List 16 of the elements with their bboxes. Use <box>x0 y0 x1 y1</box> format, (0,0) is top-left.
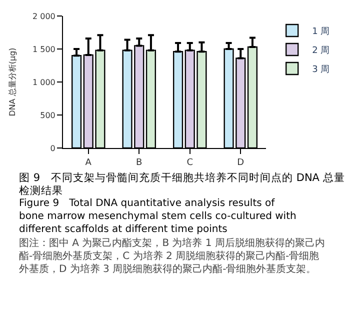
y-axis-title: DNA 总量分析(μg) <box>8 48 18 116</box>
x-tick-label: B <box>136 158 142 168</box>
y-tick-label: 1 500 <box>32 44 56 54</box>
text: 图 9 不同支架与骨髓间充质干细胞共培养不同时间点的 DNA 总量检测结果 <box>19 171 345 197</box>
x-tick-label: D <box>237 158 244 168</box>
legend-label: 1 周 <box>312 26 330 38</box>
text: Figure 9 Total DNA quantitative analysis results of bone marrow mesenchymal stem cells co-cultured with different scaffolds at different time points <box>19 198 296 235</box>
x-tick-label: C <box>186 158 194 168</box>
legend-label: 3 周 <box>312 64 330 76</box>
x-tick-label: A <box>85 158 92 168</box>
y-tick-label: 500 <box>40 110 56 120</box>
y-tick-label: 0 <box>50 144 56 153</box>
text: 图注：图中 A 为聚己内酯支架，B 为培养 1 周后脱细胞获得的聚己内酯-骨细胞外基质支架，C 为培养 2 周脱细胞获得的聚己内酯-骨细胞外基质，D 为培养 3 周脱细胞获得的聚己内酯-骨细胞外基质支架。 <box>19 237 325 275</box>
y-tick-label: 1 000 <box>32 78 56 87</box>
y-tick-label: 2 000 <box>32 12 56 21</box>
legend-label: 2 周 <box>312 45 330 56</box>
